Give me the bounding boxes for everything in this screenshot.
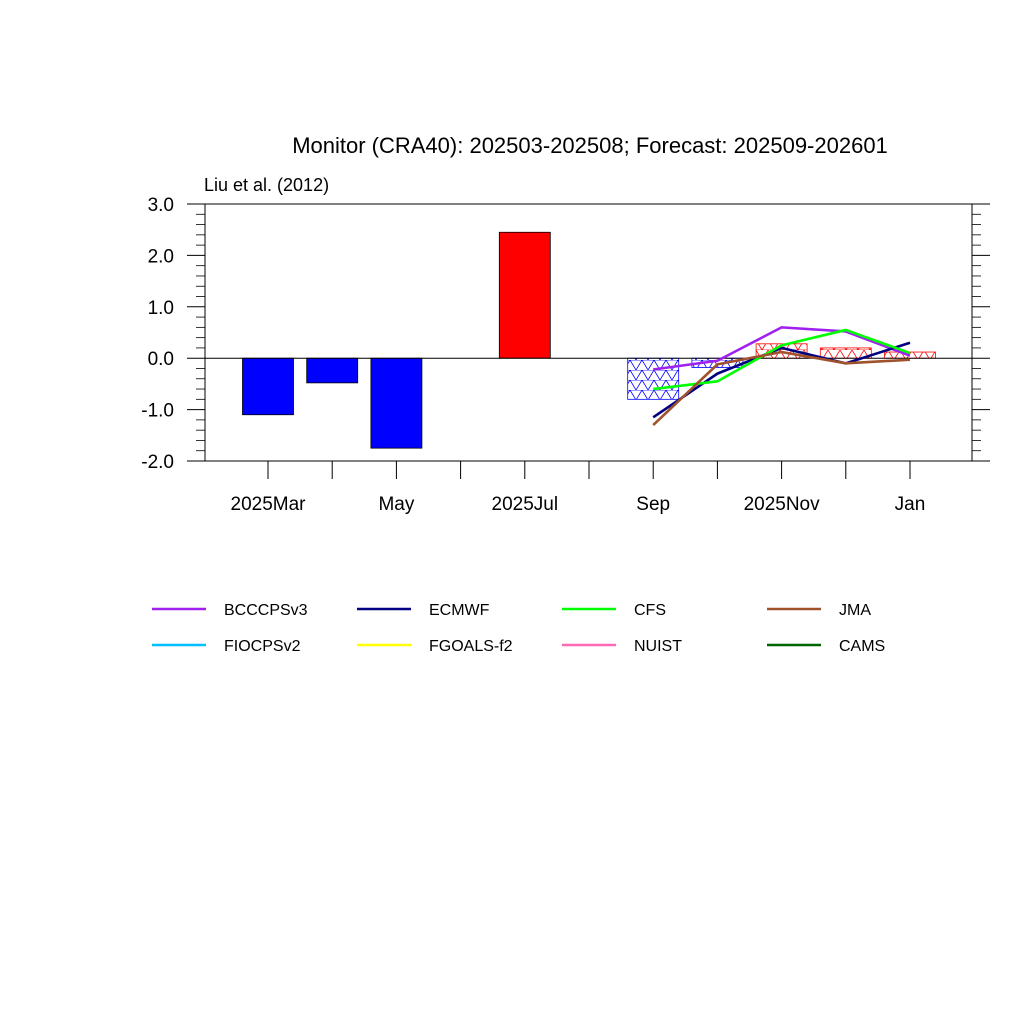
x-tick-label: May (378, 494, 414, 515)
observed-bar-2025Jul (498, 231, 551, 359)
legend-label-jma: JMA (839, 602, 871, 619)
x-tick-label: Sep (636, 494, 670, 515)
y-tick-label: -2.0 (141, 452, 174, 473)
y-tick-label: 3.0 (148, 195, 174, 216)
legend-label-fgoals-f2: FGOALS-f2 (429, 638, 513, 655)
plot-frame (204, 203, 973, 462)
y-tick-label: 0.0 (148, 349, 174, 370)
x-tick-label: 2025Nov (744, 494, 821, 515)
observed-bar-2025May (370, 357, 423, 449)
forecast-bar-2025Sep (627, 357, 680, 400)
legend-label-ecmwf: ECMWF (429, 602, 490, 619)
chart-subtitle: Liu et al. (2012) (204, 175, 329, 195)
legend-label-bcccpsv3: BCCCPSv3 (224, 602, 308, 619)
chart-title: Monitor (CRA40): 202503-202508; Forecast… (292, 133, 888, 158)
y-tick-label: -1.0 (141, 401, 174, 422)
legend-label-cams: CAMS (839, 638, 885, 655)
legend-label-cfs: CFS (634, 602, 666, 619)
observed-bar-2025Apr (306, 357, 359, 384)
legend-label-fiocpsv2: FIOCPSv2 (224, 638, 301, 655)
y-tick-label: 2.0 (148, 246, 174, 267)
legend: BCCCPSv3 ECMWF CFS JMA FIOCPSv2 FGOALS-f2 NUIS… (152, 602, 885, 655)
x-tick-label: 2025Jul (492, 494, 559, 515)
series-line-bcccpsv3 (653, 326, 911, 371)
plot-area (205, 231, 972, 449)
observed-bar-2025Mar (242, 357, 294, 416)
x-tick-label: 2025Mar (231, 494, 307, 515)
axes: 3.0 2.0 1.0 0.0 -1.0 -2.0 2025Mar May 2025Jul Sep… (141, 195, 990, 515)
series-line-ecmwf (652, 341, 911, 419)
series-line-jma (652, 350, 911, 426)
x-tick-label: Jan (895, 494, 926, 515)
legend-label-nuist: NUIST (634, 638, 682, 655)
y-tick-label: 1.0 (148, 298, 174, 319)
